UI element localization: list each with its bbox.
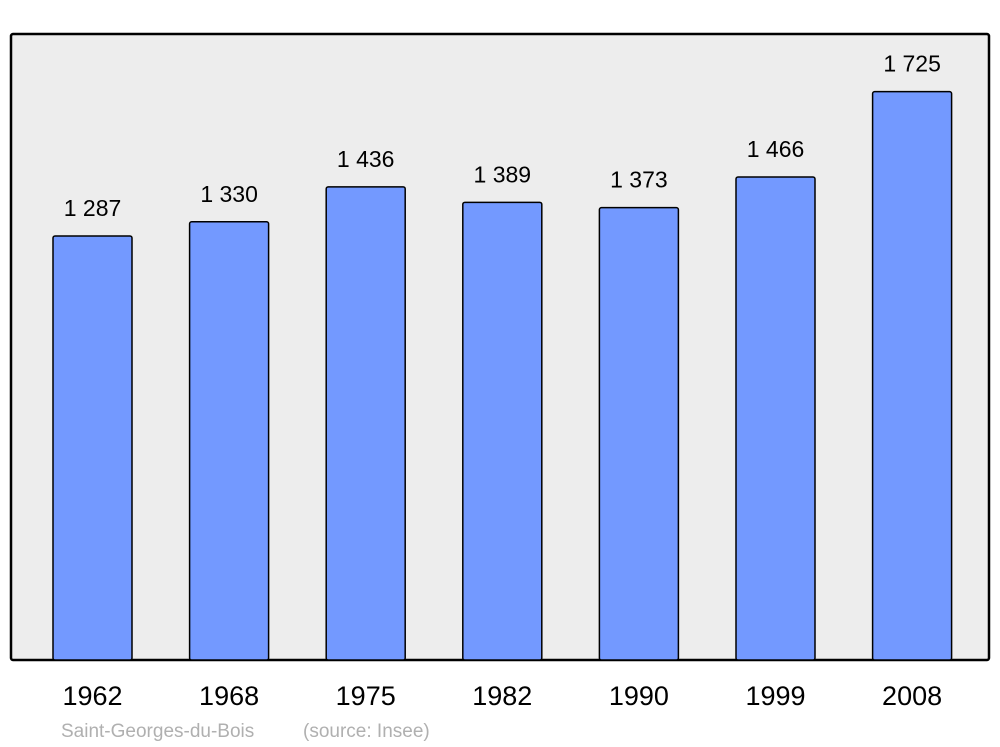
value-label-1968: 1 330 xyxy=(200,181,258,207)
bar-1962 xyxy=(52,235,133,661)
value-label-1990: 1 373 xyxy=(610,167,668,193)
bar-1999 xyxy=(735,176,816,661)
value-label-2008: 1 725 xyxy=(883,51,941,77)
value-label-1962: 1 287 xyxy=(64,195,122,221)
value-label-1982: 1 389 xyxy=(474,161,532,187)
bar-2008 xyxy=(871,90,953,661)
x-tick-label-1975: 1975 xyxy=(336,681,396,711)
bar-1968 xyxy=(188,221,270,661)
x-tick-label-1968: 1968 xyxy=(199,681,259,711)
chart-caption: Saint-Georges-du-Bois xyxy=(61,721,254,742)
x-tick-label-2008: 2008 xyxy=(882,681,942,711)
x-tick-label-1990: 1990 xyxy=(609,681,669,711)
x-tick-label-1982: 1982 xyxy=(472,681,532,711)
bar-1982 xyxy=(462,201,543,661)
bar-1990 xyxy=(598,206,680,661)
chart-source: (source: Insee) xyxy=(303,721,430,742)
bar-1975 xyxy=(325,186,406,661)
x-tick-label-1999: 1999 xyxy=(745,681,805,711)
x-tick-label-1962: 1962 xyxy=(62,681,122,711)
value-label-1999: 1 466 xyxy=(747,136,805,162)
value-label-1975: 1 436 xyxy=(337,146,395,172)
